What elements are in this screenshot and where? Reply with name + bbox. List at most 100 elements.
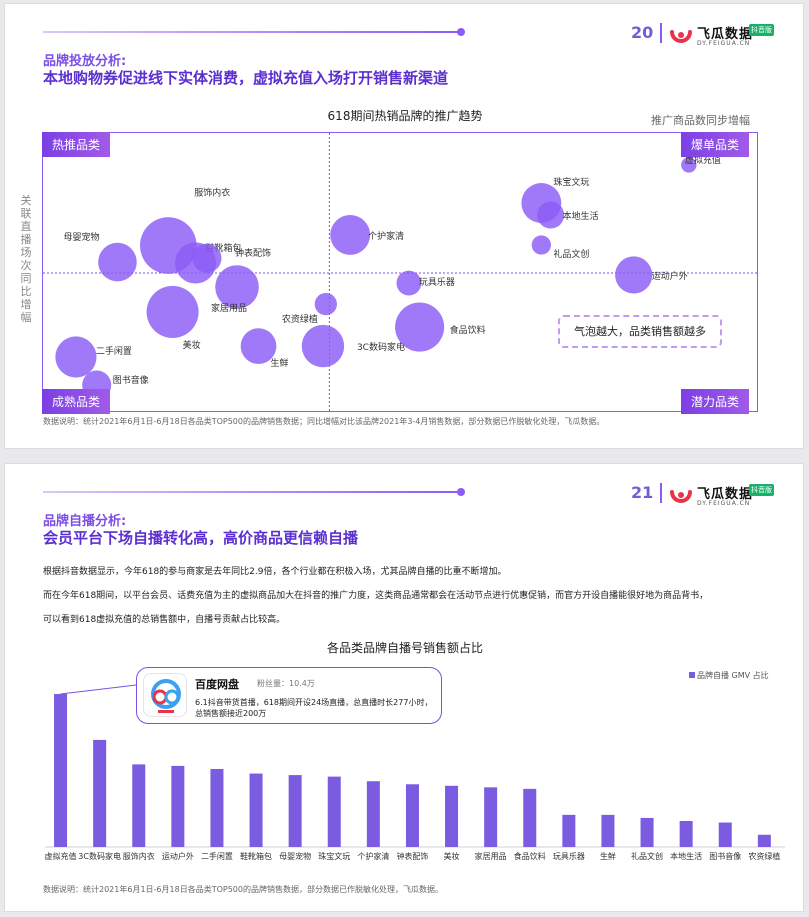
bubble-label: 服饰内衣	[194, 187, 230, 199]
bar-玩具乐器	[562, 814, 576, 847]
bubble-label: 玩具乐器	[419, 276, 455, 288]
bar-category-label: 母婴宠物	[279, 851, 311, 861]
top-rule	[43, 491, 461, 493]
bar-category-label: 农资绿植	[748, 851, 780, 861]
bubble-二手闲置	[55, 336, 97, 378]
brand-name: 飞瓜数据	[697, 27, 754, 42]
bar-钟表配饰	[405, 784, 419, 847]
brand-url: DY.FEIGUA.CN	[697, 500, 751, 507]
chart-title: 各品类品牌自播号销售额占比	[326, 641, 483, 655]
bar-运动户外	[171, 765, 185, 847]
brand-url: DY.FEIGUA.CN	[697, 40, 751, 47]
quadrant-label-bottom-right: 潜力品类	[681, 389, 750, 414]
bubble-label: 家居用品	[211, 302, 247, 314]
bar-虚拟充值	[54, 694, 68, 847]
paragraph-3: 可以看到618虚拟充值的总销售额中，自播号贡献占比较高。	[43, 615, 286, 625]
bubble-礼品文创	[531, 235, 551, 255]
bar-category-label: 3C数码家电	[78, 851, 121, 861]
legend-swatch	[689, 672, 695, 678]
bar-category-label: 图书音像	[709, 851, 741, 861]
bar-category-label: 个护家清	[357, 851, 389, 861]
bar-category-label: 服饰内衣	[123, 851, 155, 861]
brand-name: 飞瓜数据	[697, 487, 754, 502]
quadrant-label-top-left: 热推品类	[42, 132, 111, 157]
bar-category-label: 生鲜	[600, 851, 616, 861]
slide-20: 20 飞瓜数据 抖音版 DY.FEIGUA.CN 品牌投放分析: 本地购物券促进…	[4, 3, 804, 449]
bubble-label: 母婴宠物	[63, 231, 99, 243]
bar-category-label: 珠宝文玩	[318, 851, 350, 861]
bar-category-label: 运动户外	[162, 851, 194, 861]
slide-title: 会员平台下场自播转化高，高价商品更信赖自播	[43, 529, 359, 547]
bar-category-label: 食品饮料	[514, 851, 546, 861]
bubble-农资绿植	[314, 292, 337, 316]
bar-农资绿植	[757, 834, 771, 847]
brand-logo: 飞瓜数据 抖音版 DY.FEIGUA.CN	[669, 21, 779, 49]
bar-category-label: 虚拟充值	[45, 851, 77, 861]
bubble-虚拟充值	[681, 157, 697, 173]
brand-badge: 抖音版	[749, 24, 774, 36]
x-axis-label: 推广商品数同步增幅	[651, 114, 750, 127]
bar-category-label: 钟表配饰	[396, 851, 428, 861]
bubble-美妆	[146, 285, 199, 338]
card-fans-count: 粉丝量：10.4万	[257, 679, 315, 688]
bubble-母婴宠物	[98, 242, 137, 282]
feigua-logo-icon	[670, 30, 692, 43]
bubble-label: 农资绿植	[282, 313, 318, 325]
slide-title: 本地购物券促进线下实体消费，虚拟充值入场打开销售新渠道	[43, 69, 449, 87]
section-label: 品牌自播分析:	[43, 514, 127, 529]
bar-服饰内衣	[132, 764, 146, 847]
card-description-line-1: 6.1抖音带货首播，618期间开设24场直播，总直播时长277小时，	[195, 698, 433, 707]
bubble-运动户外	[615, 256, 653, 294]
quadrant-label-bottom-left: 成熟品类	[42, 389, 111, 414]
brand-logo: 飞瓜数据 抖音版 DY.FEIGUA.CN	[669, 481, 779, 509]
bubble-label: 生鲜	[271, 357, 289, 369]
top-rule-dot	[457, 488, 465, 496]
bar-category-label: 本地生活	[670, 851, 702, 861]
bar-category-label: 礼品文创	[631, 851, 663, 861]
bar-个护家清	[366, 781, 380, 847]
bubble-label: 钟表配饰	[235, 247, 271, 259]
data-note: 数据说明：统计2021年6月1日-6月18日各品类TOP500的品牌销售数据；同…	[43, 417, 605, 426]
bar-chart: 虚拟充值 3C数码家电 服饰内衣 运动户外 二手闲置 鞋靴箱包 母婴宠物 珠宝文玩 个护家清 钟表…	[45, 684, 785, 861]
brand-badge: 抖音版	[749, 484, 774, 496]
bubble-label: 图书音像	[113, 374, 149, 386]
bar-本地生活	[679, 820, 693, 847]
bar-礼品文创	[640, 817, 654, 847]
paragraph-2: 而在今年618期间，以平台会员、话费充值为主的虚拟商品加大在抖音的推广力度，这类…	[43, 591, 709, 601]
paragraph-1: 根据抖音数据显示，今年618的参与商家是去年同比2.9倍，各个行业都在积极入场，…	[43, 567, 507, 577]
bubble-size-callout: 气泡越大，品类销售额越多	[558, 315, 722, 348]
bubble-3C数码家电	[301, 324, 345, 368]
bubble-label: 运动户外	[652, 270, 688, 282]
bubble-个护家清	[330, 214, 371, 255]
baidu-netdisk-icon	[143, 673, 187, 717]
card-description: 6.1抖音带货首播，618期间开设24场直播，总直播时长277小时， 总销售额接…	[195, 697, 445, 719]
bubble-家居用品	[215, 265, 259, 309]
bubble-label: 本地生活	[563, 210, 599, 222]
bar-母婴宠物	[288, 775, 302, 847]
bar-二手闲置	[210, 768, 224, 847]
bubble-钟表配饰	[192, 243, 222, 273]
top-rule-dot	[457, 28, 465, 36]
bubble-label: 二手闲置	[96, 345, 132, 357]
quadrant-label-top-right: 爆单品类	[681, 132, 750, 157]
page-number: 20	[631, 23, 654, 42]
y-axis-label: 关联直播场次同比增幅	[20, 194, 32, 324]
bubble-label: 个护家清	[368, 230, 404, 242]
bubble-label: 礼品文创	[553, 248, 589, 260]
bubble-label: 3C数码家电	[357, 341, 405, 353]
bubble-玩具乐器	[396, 270, 422, 296]
feigua-logo-icon	[670, 490, 692, 503]
top-rule	[43, 31, 461, 33]
legend-label: 品牌自播 GMV 占比	[697, 671, 769, 680]
data-note: 数据说明：统计2021年6月1日-6月18日各品类TOP500的品牌销售数据，部…	[43, 885, 443, 894]
bar-category-label: 玩具乐器	[553, 851, 585, 861]
bubble-label: 食品饮料	[450, 324, 486, 336]
bar-图书音像	[718, 822, 732, 847]
bar-3C数码家电	[93, 739, 107, 847]
bar-美妆	[445, 785, 459, 847]
bubble-label: 珠宝文玩	[553, 176, 589, 188]
bar-category-label: 家居用品	[475, 851, 507, 861]
page-separator	[660, 483, 662, 503]
highlight-card-baidu: 百度网盘 粉丝量：10.4万 6.1抖音带货首播，618期间开设24场直播，总直…	[136, 667, 442, 724]
chart-title: 618期间热销品牌的推广趋势	[327, 109, 483, 123]
